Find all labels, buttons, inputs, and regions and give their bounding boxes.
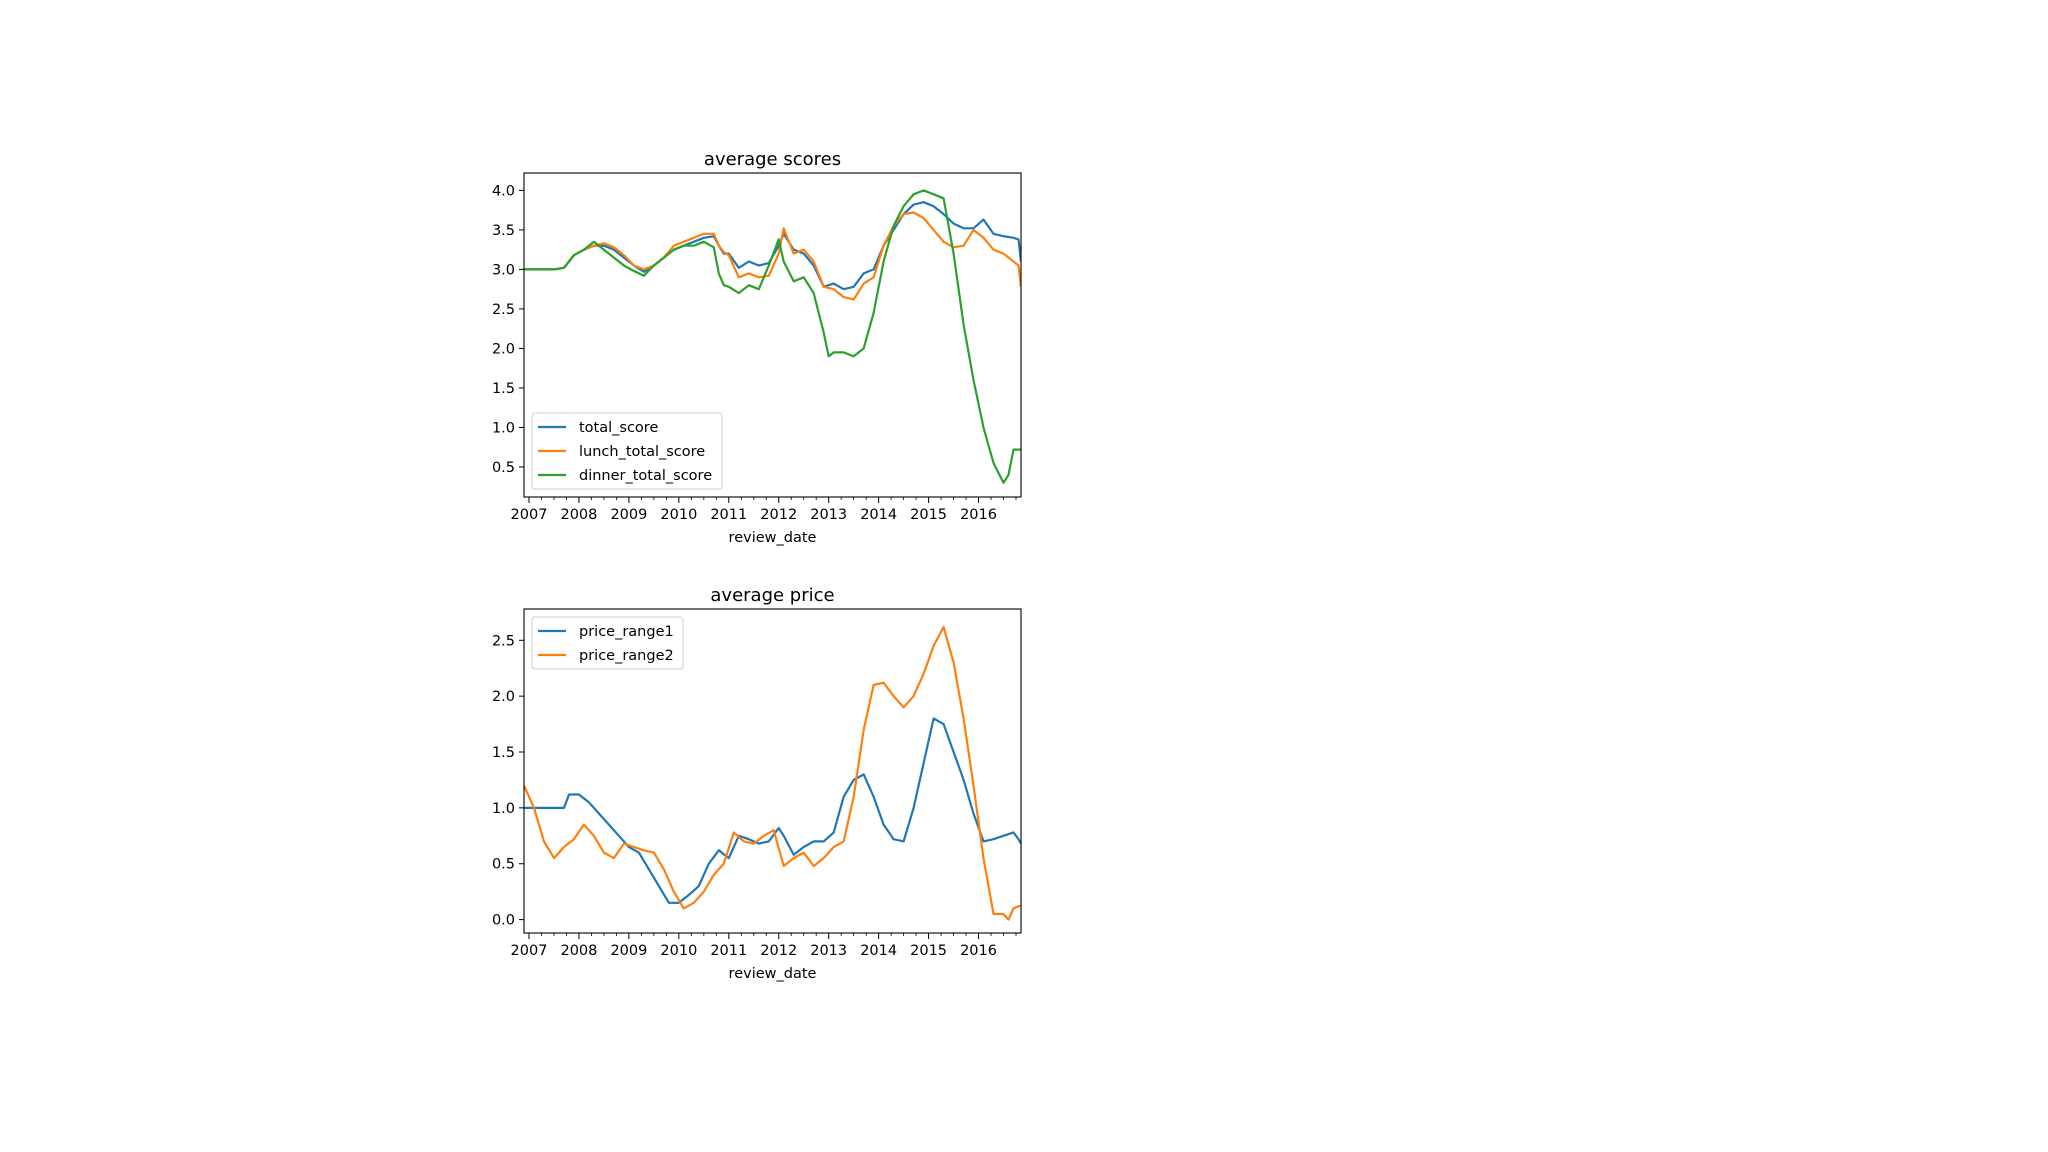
average-price-chart: average price 0.0 0.5 1.0 1.5 2.0 2.5 2007 2008 2… [492,585,1022,982]
plot-frame [523,608,1022,934]
legend: price_range1 price_range2 [531,616,684,670]
x-tick-label: 2008 [560,943,597,959]
plot-frame [523,172,1022,498]
x-axis-label: review_date [729,530,817,546]
x-tick-label: 2015 [910,507,947,523]
x-tick-label: 2015 [910,943,947,959]
legend-label-dinner_total_score: dinner_total_score [579,468,712,484]
x-tick-label: 2008 [560,507,597,523]
x-tick-label: 2007 [511,943,548,959]
x-tick-label: 2016 [960,507,997,523]
series-line-dinner_total_score [524,189,1021,484]
y-tick-label: 4.0 [492,183,515,199]
y-tick-label: 0.5 [492,857,515,873]
y-tick-label: 1.0 [492,420,515,436]
legend-label-price_range1: price_range1 [579,624,674,640]
y-tick-label: 2.0 [492,341,515,357]
y-tick-label: 3.5 [492,223,515,239]
legend-label-price_range2: price_range2 [579,648,674,664]
x-tick-label: 2009 [610,507,647,523]
legend: total_score lunch_total_score dinner_total… [531,412,723,490]
average-scores-chart: average scores 0.5 1.0 1.5 2.0 2.5 3.0 3.5 4.0 20… [492,149,1022,546]
x-tick-label: 2014 [860,507,897,523]
x-tick-label: 2012 [760,943,797,959]
series-group [524,189,1021,484]
x-tick-label: 2016 [960,943,997,959]
y-tick-label: 1.0 [492,801,515,817]
chart-title: average price [710,585,834,606]
legend-box [531,412,723,490]
x-tick-label: 2013 [810,943,847,959]
series-group [524,625,1021,921]
x-tick-label: 2012 [760,507,797,523]
x-tick-label: 2010 [660,943,697,959]
y-tick-label: 1.5 [492,745,515,761]
series-line-price_range1 [524,717,1021,904]
x-tick-label: 2011 [710,943,747,959]
x-axis-label: review_date [729,966,817,982]
y-tick-label: 0.0 [492,913,515,929]
legend-box [531,616,684,670]
y-tick-label: 0.5 [492,460,515,476]
y-tick-label: 3.0 [492,262,515,278]
legend-label-total_score: total_score [579,420,658,436]
y-tick-label: 1.5 [492,381,515,397]
x-tick-label: 2009 [610,943,647,959]
series-line-lunch_total_score [524,211,1021,301]
x-tick-label: 2014 [860,943,897,959]
y-tick-label: 2.5 [492,633,515,649]
x-tick-label: 2013 [810,507,847,523]
legend-label-lunch_total_score: lunch_total_score [579,444,705,460]
y-tick-label: 2.5 [492,302,515,318]
chart-title: average scores [704,149,841,170]
y-tick-label: 2.0 [492,689,515,705]
series-line-price_range2 [524,625,1021,921]
x-tick-label: 2010 [660,507,697,523]
x-tick-label: 2011 [710,507,747,523]
x-tick-label: 2007 [511,507,548,523]
